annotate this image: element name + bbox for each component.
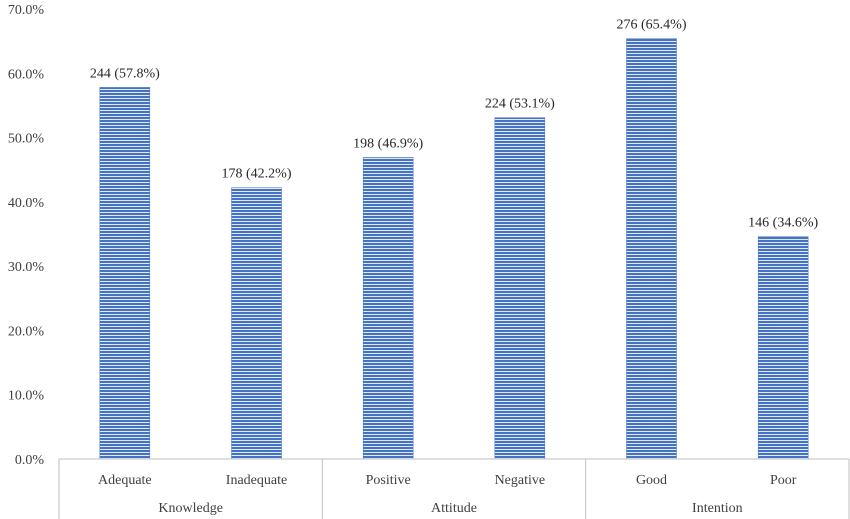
- y-axis-tick-labels: 0.0% 10.0% 20.0% 30.0% 40.0% 50.0% 60.0% 70.0%: [8, 3, 45, 468]
- x-category-label: Adequate: [98, 473, 152, 488]
- data-label: 276 (65.4%): [617, 18, 687, 33]
- data-label: 244 (57.8%): [90, 66, 160, 81]
- x-group-label: Intention: [692, 501, 743, 516]
- bar-positive: [362, 157, 414, 460]
- bar-good: [626, 38, 677, 460]
- data-labels: 244 (57.8%) 178 (42.2%) 198 (46.9%) 224 (53…: [90, 18, 819, 231]
- x-category-label: Inadequate: [226, 473, 287, 488]
- bar-inadequate: [231, 187, 282, 460]
- y-tick-label: 0.0%: [15, 453, 45, 468]
- y-tick-label: 70.0%: [8, 3, 45, 18]
- y-tick-label: 50.0%: [8, 132, 45, 147]
- data-label: 224 (53.1%): [485, 97, 555, 112]
- x-category-label: Poor: [770, 473, 797, 488]
- y-tick-label: 20.0%: [8, 324, 45, 339]
- y-tick-label: 40.0%: [8, 196, 45, 211]
- data-label: 146 (34.6%): [748, 216, 818, 231]
- x-group-label: Knowledge: [158, 501, 223, 516]
- x-category-label: Positive: [366, 473, 411, 488]
- data-label: 178 (42.2%): [222, 167, 292, 182]
- y-tick-label: 10.0%: [8, 389, 45, 404]
- bars: [99, 38, 809, 460]
- bar-adequate: [99, 87, 151, 460]
- bar-negative: [494, 117, 546, 460]
- x-category-label: Negative: [495, 473, 546, 488]
- y-tick-label: 60.0%: [8, 67, 45, 82]
- x-group-label: Attitude: [431, 501, 477, 516]
- bar-poor: [757, 236, 809, 460]
- y-tick-label: 30.0%: [8, 260, 45, 275]
- data-label: 198 (46.9%): [353, 137, 423, 152]
- x-category-label: Good: [636, 473, 667, 488]
